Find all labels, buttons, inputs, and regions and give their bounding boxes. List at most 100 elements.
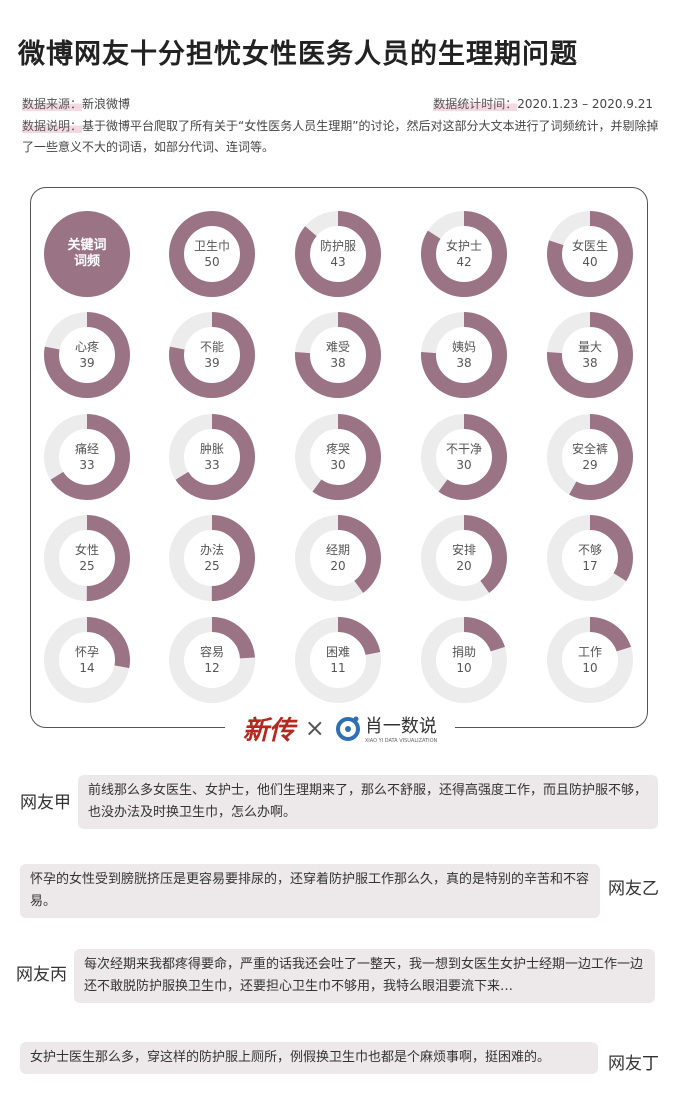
donut-arc: [547, 617, 633, 703]
donut-value: 33: [204, 458, 220, 472]
donut-arc: [421, 617, 507, 703]
donut-item: 防护服 43: [294, 210, 382, 298]
donut-word: 心疼: [74, 340, 99, 354]
donut-ring: [295, 414, 381, 500]
donut-arc: [547, 211, 633, 297]
donut-word: 痛经: [74, 442, 99, 456]
donut-ring: [169, 515, 255, 601]
donut-value: 20: [330, 559, 346, 573]
donut-item: 不能 39: [168, 311, 256, 399]
times-symbol: ×: [304, 714, 325, 742]
donut-value: 33: [79, 458, 95, 472]
donut-item: 办法 25: [168, 514, 256, 602]
data-period: 数据统计时间：2020.1.23 – 2020.9.21: [433, 95, 653, 112]
donut-value: 38: [330, 356, 346, 370]
donut-word: 防护服: [319, 239, 356, 253]
donut-arc: [295, 211, 381, 297]
donut-item: 疼哭 30: [294, 413, 382, 501]
donut-value: 25: [79, 559, 95, 573]
comment-author: 网友丙: [16, 965, 67, 985]
donut-label: 不干净 30: [420, 413, 508, 501]
donut-word: 容易: [199, 645, 224, 659]
data-description: 数据说明：基于微博平台爬取了所有关于“女性医务人员生理期”的讨论，然后对这部分大…: [22, 116, 662, 158]
donut-value: 12: [204, 661, 220, 675]
donut-label: 疼哭 30: [294, 413, 382, 501]
donut-label: 经期 20: [294, 514, 382, 602]
donut-item: 女护士 42: [420, 210, 508, 298]
donut-value: 11: [330, 661, 346, 675]
donut-ring: [421, 515, 507, 601]
donut-ring: [169, 211, 255, 297]
donut-ring: [44, 617, 130, 703]
donut-word: 女护士: [445, 239, 482, 253]
donut-label: 怀孕 14: [43, 616, 131, 704]
donut-value: 38: [456, 356, 472, 370]
donut-value: 29: [582, 458, 598, 472]
comment-author: 网友丁: [608, 1054, 659, 1074]
donut-ring: [169, 617, 255, 703]
donut-value: 17: [582, 559, 598, 573]
donut-ring: [547, 617, 633, 703]
donut-word: 不够: [577, 543, 602, 557]
donut-label: 姨妈 38: [420, 311, 508, 399]
donut-ring: [44, 211, 130, 297]
period-label: 数据统计时间：: [433, 97, 518, 111]
donut-value: 10: [456, 661, 472, 675]
donut-label: 捐助 10: [420, 616, 508, 704]
donut-label: 工作 10: [546, 616, 634, 704]
donut-value: 40: [582, 255, 598, 269]
donut-value: 30: [456, 458, 472, 472]
donut-label: 安排 20: [420, 514, 508, 602]
donut-word: 女性: [74, 543, 99, 557]
period-value: 2020.1.23 – 2020.9.21: [517, 97, 653, 111]
xiaoyi-name: 肖一数说: [364, 716, 437, 737]
xiaoyi-logo: 肖一数说 XIAO YI DATA VISUALIZATION: [335, 712, 437, 744]
donut-label: 不能 39: [168, 311, 256, 399]
donut-label: 办法 25: [168, 514, 256, 602]
donut-ring: [421, 617, 507, 703]
donut-value: 42: [456, 255, 472, 269]
description-value: 基于微博平台爬取了所有关于“女性医务人员生理期”的讨论，然后对这部分大文本进行了…: [22, 119, 659, 154]
donut-label: 卫生巾 50: [168, 210, 256, 298]
donut-word: 安全裤: [571, 442, 608, 456]
donut-ring: [421, 312, 507, 398]
logos: 新传 × 肖一数说 XIAO YI DATA VISUALIZATION: [225, 708, 455, 748]
donut-ring: [421, 211, 507, 297]
donut-label: 女性 25: [43, 514, 131, 602]
donut-grid: 关键词 词频 卫生巾 50 防护服 43 女护士 42 女医生 40 心疼 39 不能 39 …: [30, 187, 648, 728]
donut-ring: [44, 515, 130, 601]
donut-word: 女医生: [571, 239, 608, 253]
donut-arc: [547, 414, 633, 500]
donut-label: 痛经 33: [43, 413, 131, 501]
donut-ring: [547, 515, 633, 601]
comment-author: 网友乙: [608, 879, 659, 899]
donut-item: 心疼 39: [43, 311, 131, 399]
donut-word: 姨妈: [451, 340, 476, 354]
donut-item: 卫生巾 50: [168, 210, 256, 298]
donut-ring: [421, 414, 507, 500]
donut-label: 女护士 42: [420, 210, 508, 298]
donut-arc: [421, 312, 507, 398]
donut-ring: [295, 515, 381, 601]
donut-label: 女医生 40: [546, 210, 634, 298]
donut-word: 经期: [325, 543, 350, 557]
donut-label: 关键词 词频: [43, 210, 131, 298]
donut-item: 捐助 10: [420, 616, 508, 704]
donut-item: 肿胀 33: [168, 413, 256, 501]
comment-bubble: 女护士医生那么多，穿这样的防护服上厕所，例假换卫生巾也都是个麻烦事啊，挺困难的。: [20, 1042, 598, 1074]
donut-label: 心疼 39: [43, 311, 131, 399]
donut-label: 量大 38: [546, 311, 634, 399]
donut-arc: [44, 312, 130, 398]
donut-arc: [169, 515, 255, 601]
legend-line2: 词频: [73, 254, 100, 269]
comment-bubble: 每次经期来我都疼得要命，严重的话我还会吐了一整天，我一想到女医生女护士经期一边工…: [74, 949, 655, 1003]
donut-arc: [44, 617, 130, 703]
xiaoyi-logo-icon: [335, 716, 360, 741]
donut-value: 39: [79, 356, 95, 370]
donut-ring: [547, 414, 633, 500]
donut-center: [58, 225, 116, 283]
donut-ring: [44, 312, 130, 398]
donut-value: 43: [330, 255, 346, 269]
donut-ring: [295, 211, 381, 297]
donut-item: 安全裤 29: [546, 413, 634, 501]
